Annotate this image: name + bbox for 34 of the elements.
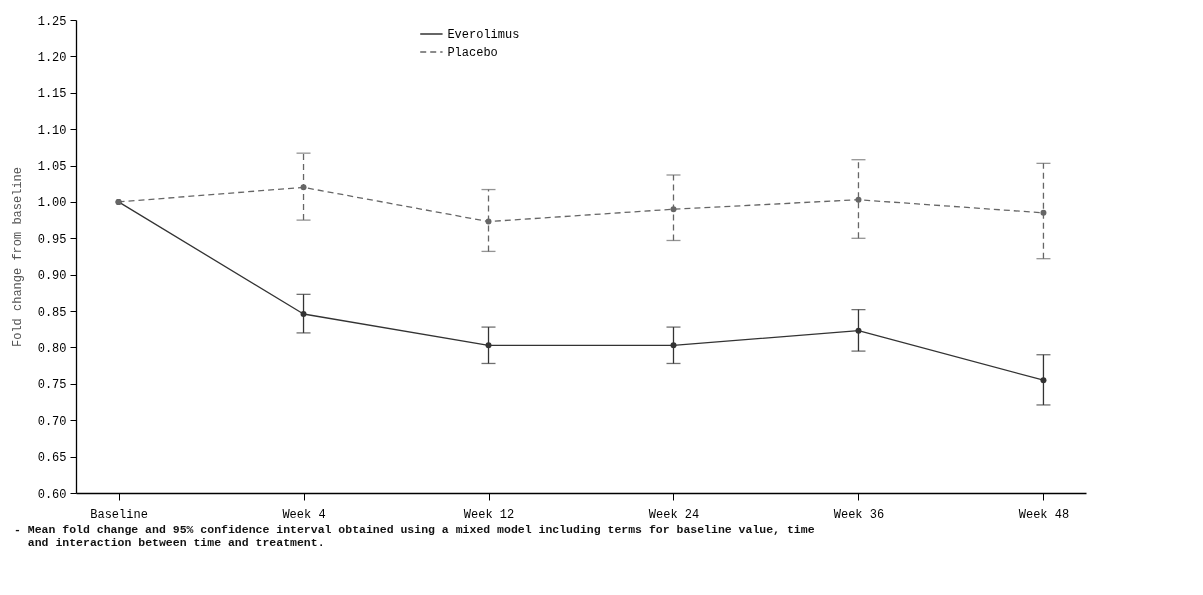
y-tick-label: 0.95 [37, 232, 67, 247]
x-tick-label: Week 12 [463, 507, 515, 522]
legend-label: Everolimus [447, 28, 520, 42]
x-tick-label: Week 48 [1018, 507, 1070, 522]
point [855, 327, 862, 334]
y-tick-label: 0.70 [37, 414, 67, 429]
y-axis-title: Fold change from baseline [10, 166, 25, 348]
y-tick-label: 1.25 [37, 14, 67, 29]
text: - Mean fold change and 95% confidence interval obtained using a mixed model including terms for baseline value, time and interaction between time and treatment. [14, 523, 816, 549]
y-tick-label: 0.60 [37, 487, 67, 502]
point [670, 206, 677, 213]
point [670, 342, 677, 349]
point [1040, 209, 1047, 216]
y-tick-label: 1.15 [37, 87, 67, 102]
y-tick-label: 1.10 [37, 123, 67, 138]
point [855, 196, 862, 203]
point [485, 342, 492, 349]
point [485, 218, 492, 225]
point [300, 184, 307, 191]
y-tick-label: 1.20 [37, 50, 67, 65]
x-tick-label: Week 4 [282, 507, 326, 522]
x-tick-label: Baseline [90, 507, 148, 522]
legend-label: Placebo [447, 46, 498, 60]
y-tick-label: 0.65 [37, 451, 67, 466]
y-tick-label: 0.90 [37, 269, 67, 284]
y-tick-label: 0.85 [37, 305, 67, 320]
x-tick-label: Week 36 [833, 507, 885, 522]
y-tick-label: 0.80 [37, 341, 67, 356]
y-tick-label: 1.05 [37, 160, 67, 175]
x-tick-label: Week 24 [648, 507, 700, 522]
point [1040, 377, 1047, 384]
y-tick-label: 1.00 [37, 196, 67, 211]
point [300, 310, 307, 317]
y-tick-label: 0.75 [37, 378, 67, 393]
